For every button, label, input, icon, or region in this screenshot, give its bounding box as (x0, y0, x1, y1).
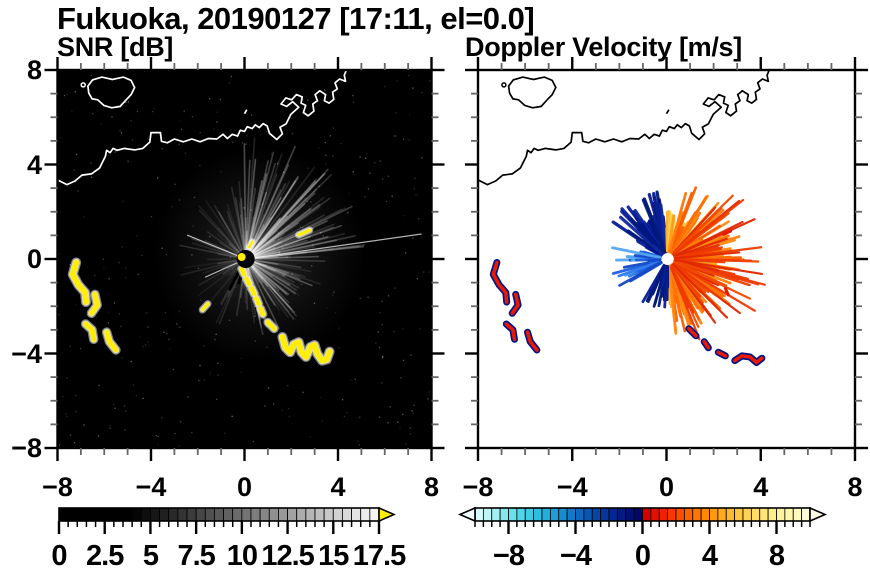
snr-panel-title: SNR [dB] (57, 32, 174, 62)
x-tick-label: −8 (462, 472, 494, 502)
y-tick-label: −4 (11, 338, 42, 369)
snr-colorbar-label: 17.5 (352, 540, 406, 570)
x-tick-label: 4 (753, 472, 769, 502)
velocity-panel-title: Doppler Velocity [m/s] (465, 32, 742, 62)
x-tick-label: −4 (135, 472, 167, 502)
x-tick-label: −4 (556, 472, 588, 502)
figure-title: Fukuoka, 20190127 [17:11, el=0.0] (57, 1, 535, 36)
snr-colorbar-label: 0 (51, 540, 67, 570)
snr-colorbar-label: 10 (226, 540, 258, 570)
x-tick-label: 8 (423, 472, 440, 502)
y-tick-label: 8 (26, 55, 42, 85)
y-tick-label: 0 (26, 244, 42, 274)
velocity-colorbar-label: 0 (634, 540, 651, 570)
y-tick-label: −8 (11, 433, 42, 463)
snr-panel-plot (57, 70, 432, 448)
x-tick-label: 8 (847, 472, 863, 502)
velocity-colorbar-label: 4 (701, 540, 718, 570)
velocity-colorbar-label: −8 (492, 540, 525, 570)
snr-colorbar-label: 7.5 (177, 540, 215, 570)
velocity-panel-axes (465, 57, 868, 461)
x-tick-label: 0 (236, 472, 253, 502)
velocity-colorbar-label: 8 (768, 540, 785, 570)
x-tick-label: −8 (42, 472, 73, 502)
velocity-colorbar-label: −4 (559, 540, 592, 570)
x-tick-label: 4 (330, 472, 346, 502)
snr-colorbar-label: 2.5 (86, 540, 124, 570)
snr-panel-axes (44, 57, 445, 461)
snr-colorbar (57, 506, 397, 534)
y-tick-label: 4 (26, 149, 42, 180)
snr-colorbar-label: 15 (318, 540, 349, 570)
snr-colorbar-label: 12.5 (261, 540, 314, 570)
snr-colorbar-label: 5 (142, 540, 159, 570)
x-tick-label: 0 (658, 472, 675, 502)
velocity-panel-plot (478, 70, 855, 448)
velocity-colorbar (457, 506, 828, 534)
